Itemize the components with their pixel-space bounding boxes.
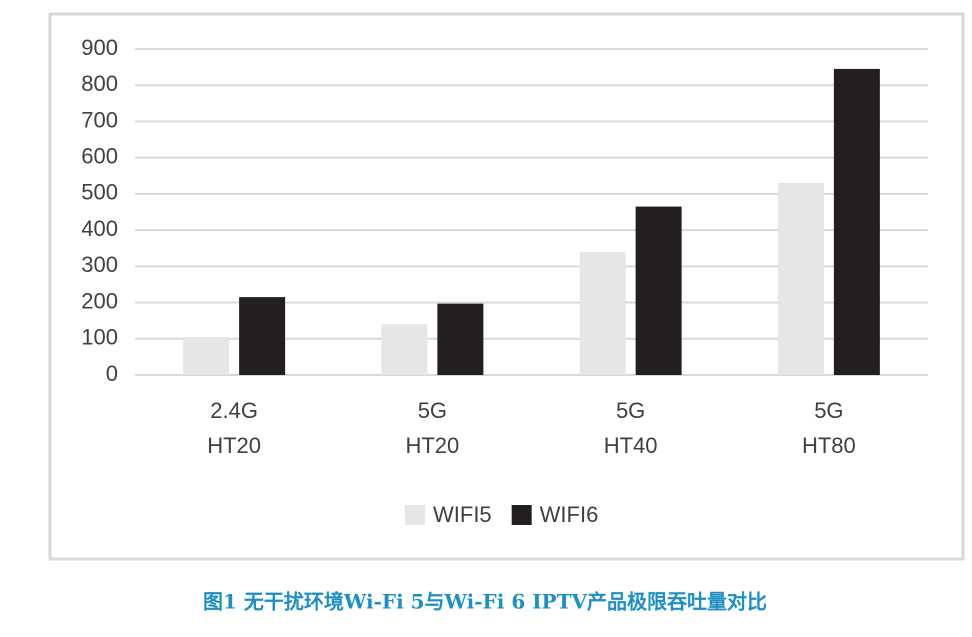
legend-swatch	[405, 505, 425, 525]
legend-label: WIFI6	[540, 502, 599, 527]
bar	[777, 183, 824, 375]
x-tick-label: 5G	[418, 398, 447, 423]
bar	[635, 206, 682, 375]
caption: 图1 无干扰环境Wi-Fi 5与Wi-Fi 6 IPTV产品极限吞吐量对比	[203, 590, 767, 614]
y-tick-label: 500	[81, 180, 118, 205]
x-tick-label: 5G	[616, 398, 645, 423]
y-tick-label: 300	[81, 252, 118, 277]
legend-label: WIFI5	[433, 502, 492, 527]
bar	[437, 303, 484, 375]
y-tick-label: 200	[81, 288, 118, 313]
chart-frame	[48, 12, 965, 561]
y-tick-label: 600	[81, 143, 118, 168]
bar	[183, 336, 230, 375]
bar	[579, 251, 626, 375]
y-tick-label: 900	[81, 35, 118, 60]
y-tick-label: 400	[81, 216, 118, 241]
x-tick-label: HT80	[802, 433, 856, 458]
x-tick-label: 2.4G	[210, 398, 258, 423]
y-tick-label: 700	[81, 107, 118, 132]
legend-swatch	[511, 505, 532, 525]
x-tick-label: HT40	[604, 433, 658, 458]
x-tick-label: HT20	[405, 433, 459, 458]
x-tick-label: HT20	[207, 433, 261, 458]
y-tick-label: 800	[81, 71, 118, 96]
bar	[833, 68, 880, 375]
x-tick-label: 5G	[814, 398, 843, 423]
y-tick-label: 100	[81, 325, 118, 350]
bar	[239, 297, 286, 375]
y-tick-label: 0	[106, 361, 118, 386]
bar	[381, 324, 428, 375]
